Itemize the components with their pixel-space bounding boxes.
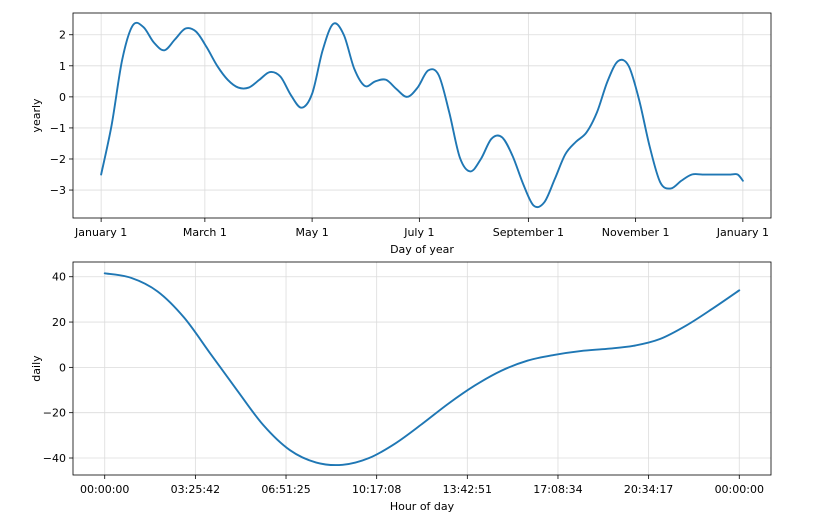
daily-x-tick-label: 17:08:34 (533, 483, 582, 496)
yearly-y-tick-label: 0 (59, 91, 66, 104)
daily-y-tick-label: −40 (43, 452, 66, 465)
daily-x-tick-label: 00:00:00 (715, 483, 764, 496)
yearly-y-tick-label: −2 (50, 153, 66, 166)
yearly-y-tick-label: 2 (59, 29, 66, 42)
daily-y-tick-label: 0 (59, 361, 66, 374)
yearly-x-tick-label: July 1 (403, 226, 434, 239)
yearly-x-tick-label: September 1 (493, 226, 564, 239)
daily-y-tick-label: 40 (52, 271, 66, 284)
yearly-y-tick-label: −1 (50, 122, 66, 135)
yearly-series-line (100, 21, 744, 209)
yearly-x-axis-label: Day of year (390, 243, 454, 256)
yearly-x-tick-label: January 1 (716, 226, 769, 239)
daily-axes-frame (72, 261, 772, 476)
daily-x-tick-label: 10:17:08 (352, 483, 401, 496)
daily-x-tick-label: 13:42:51 (443, 483, 492, 496)
daily-series-line (103, 272, 741, 467)
daily-y-tick-label: −20 (43, 407, 66, 420)
daily-x-tick-label: 20:34:17 (624, 483, 673, 496)
daily-chart-panel: 00:00:00 03:25:42 06:51:25 10:17:08 13:42:51… (30, 261, 772, 513)
yearly-chart-panel: January 1 March 1 May 1 July 1 September 1 No… (30, 12, 772, 256)
daily-x-axis-label: Hour of day (390, 500, 455, 513)
yearly-y-tick-label: 1 (59, 60, 66, 73)
daily-x-tick-label: 06:51:25 (261, 483, 310, 496)
yearly-x-tick-label: March 1 (183, 226, 227, 239)
yearly-y-tick-label: −3 (50, 184, 66, 197)
yearly-x-tick-label: May 1 (295, 226, 328, 239)
yearly-axes-frame (72, 12, 772, 219)
yearly-x-tick-label: November 1 (602, 226, 670, 239)
yearly-y-axis-label: yearly (30, 98, 43, 133)
yearly-x-tick-label: January 1 (74, 226, 127, 239)
daily-y-tick-label: 20 (52, 316, 66, 329)
daily-y-axis-label: daily (30, 355, 43, 382)
daily-x-tick-label: 03:25:42 (171, 483, 220, 496)
daily-x-tick-label: 00:00:00 (80, 483, 129, 496)
